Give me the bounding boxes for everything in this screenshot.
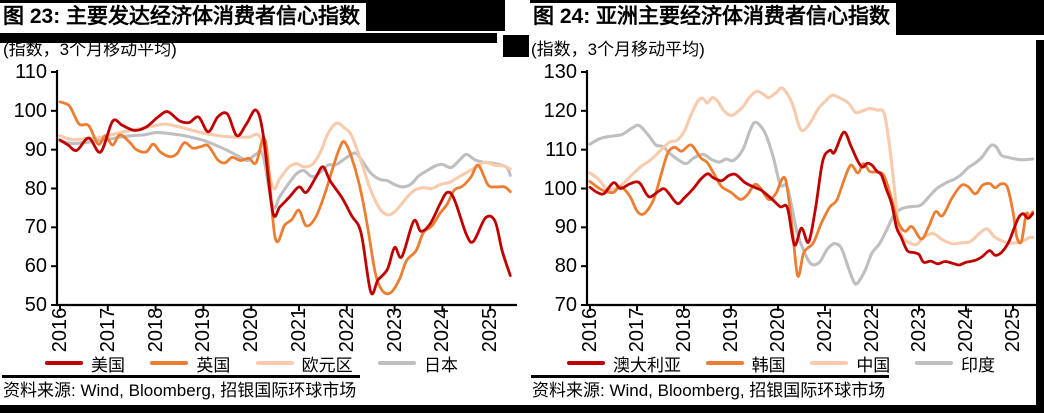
y-axis-label: 80 [554, 255, 577, 278]
legend-label: 美国 [91, 355, 125, 375]
figure-panel-developed-economies: 图 23: 主要发达经济体消费者信心指数 (指数，3个月移动平均) 美国 英国 欧元… [0, 3, 517, 402]
top-border-left [0, 0, 505, 3]
legend-line-swatch [45, 361, 83, 365]
y-axis-label: 110 [15, 61, 47, 83]
x-axis-label: 2016 [579, 307, 601, 353]
series-line-英国 [58, 100, 512, 296]
chart-legend: 美国 英国 欧元区 日本 [45, 351, 458, 376]
x-axis-label: 2019 [720, 307, 742, 353]
y-axis-label: 50 [24, 294, 47, 316]
bottom-edge-bar [0, 405, 1044, 413]
legend-label: 中国 [856, 355, 891, 375]
title-fill-bar [366, 3, 505, 31]
series-line-美国 [58, 108, 512, 296]
y-axis-label: 70 [554, 294, 577, 316]
y-axis-label: 130 [543, 61, 577, 83]
series-line-中国 [588, 86, 1035, 247]
legend-label: 韩国 [751, 355, 786, 375]
title-fill-bar [896, 3, 1044, 35]
legend-label: 澳大利亚 [613, 355, 681, 375]
legend-item: 印度 [914, 351, 995, 376]
x-axis-label: 2023 [908, 307, 930, 353]
y-axis-label: 110 [545, 138, 577, 161]
legend-line-swatch [705, 361, 744, 365]
chart-legend: 澳大利亚 韩国 中国 印度 [567, 351, 995, 376]
legend-line-swatch [567, 361, 605, 365]
figure-title: 图 23: 主要发达经济体消费者信心指数 [3, 5, 361, 28]
legend-line-swatch [810, 361, 849, 365]
legend-line-swatch [150, 361, 189, 365]
x-axis-label: 2022 [335, 307, 358, 353]
consumer-confidence-chart-asia [581, 70, 1038, 311]
figure-title-row: 图 24: 亚洲主要经济体消费者信心指数 [530, 3, 1044, 35]
y-axis-label: 80 [24, 177, 47, 200]
divider-block [503, 35, 529, 57]
x-axis-label: 2022 [861, 307, 883, 353]
y-axis-label: 90 [554, 216, 577, 239]
series-line-日本 [58, 130, 512, 210]
legend-label: 印度 [960, 355, 995, 375]
x-axis-label: 2025 [479, 307, 502, 353]
series-line-欧元区 [58, 121, 512, 217]
legend-item: 中国 [810, 351, 890, 376]
figure-title: 图 24: 亚洲主要经济体消费者信心指数 [533, 5, 891, 28]
chart-subtitle: (指数，3个月移动平均) [3, 40, 177, 59]
legend-item: 英国 [150, 351, 230, 376]
x-axis-label: 2024 [955, 307, 977, 353]
y-axis-label: 70 [24, 216, 47, 239]
x-axis-label: 2024 [431, 307, 454, 353]
legend-item: 欧元区 [255, 351, 353, 376]
y-axis-label: 120 [543, 99, 577, 122]
legend-item: 美国 [45, 351, 125, 376]
legend-line-swatch [255, 361, 294, 365]
legend-item: 澳大利亚 [567, 351, 681, 376]
legend-label: 日本 [423, 355, 458, 375]
x-axis-label: 2017 [626, 307, 648, 353]
legend-item: 韩国 [705, 351, 786, 376]
y-axis-label: 100 [13, 99, 47, 122]
x-axis-label: 2017 [96, 307, 119, 353]
y-axis-label: 100 [543, 177, 577, 200]
legend-line-swatch [914, 361, 953, 365]
series-line-印度 [588, 120, 1035, 286]
figure-panel-asian-economies: 图 24: 亚洲主要经济体消费者信心指数 (指数，3个月移动平均) 澳大利亚 韩国… [522, 0, 1044, 413]
top-border-right [530, 0, 1044, 3]
x-axis-label: 2018 [673, 307, 695, 353]
series-line-韩国 [588, 143, 1035, 278]
right-edge-bar [1036, 40, 1044, 413]
x-axis-label: 2021 [814, 307, 836, 353]
x-axis-label: 2020 [240, 307, 263, 353]
x-axis-label: 2021 [288, 307, 310, 353]
legend-label: 欧元区 [301, 355, 353, 375]
y-axis-label: 60 [24, 255, 47, 278]
legend-label: 英国 [196, 355, 231, 375]
legend-line-swatch [377, 361, 416, 365]
consumer-confidence-chart-developed [51, 70, 517, 311]
x-axis-label: 2019 [192, 307, 215, 353]
figure-title-row: 图 23: 主要发达经济体消费者信心指数 [0, 3, 505, 31]
x-axis-label: 2025 [1002, 307, 1024, 353]
source-note: 资料来源: Wind, Bloomberg, 招银国际环球市场 [531, 375, 890, 402]
x-axis-label: 2018 [144, 307, 167, 353]
x-axis-label: 2020 [767, 307, 789, 353]
title-underline-bar [0, 33, 497, 43]
x-axis-label: 2016 [49, 307, 71, 353]
series-line-澳大利亚 [588, 130, 1035, 267]
source-note: 资料来源: Wind, Bloomberg, 招银国际环球市场 [2, 375, 361, 402]
chart-subtitle: (指数，3个月移动平均) [531, 40, 705, 59]
y-axis-label: 90 [24, 138, 47, 161]
legend-item: 日本 [377, 351, 458, 376]
x-axis-label: 2023 [383, 307, 406, 353]
